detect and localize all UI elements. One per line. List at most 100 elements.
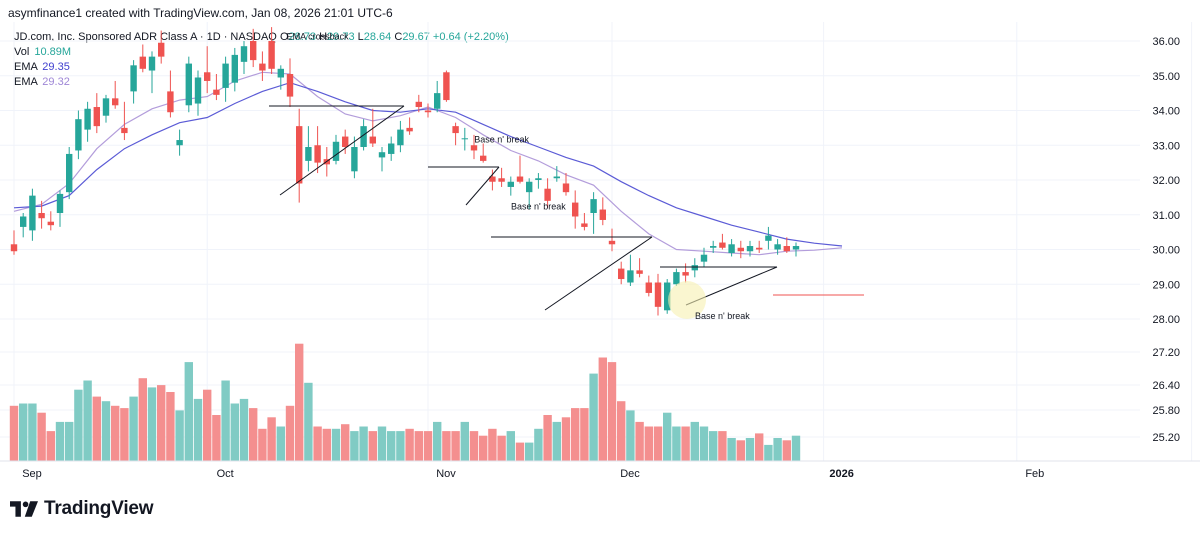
open-label: O [279, 31, 289, 43]
price-axis-label: 25.80 [1152, 405, 1180, 417]
candle-body [332, 141, 340, 161]
candle-body [75, 119, 82, 151]
legend-ema-slow-row[interactable]: EMA 29.32 [14, 75, 509, 90]
candle-body [185, 63, 192, 106]
volume-bar [55, 421, 65, 461]
symbol-name[interactable]: JD.com, Inc. Sponsored ADR Class A · 1D … [14, 31, 277, 43]
volume-bar [709, 431, 718, 461]
volume-bar [534, 428, 543, 461]
candle-body [93, 107, 100, 127]
time-axis-label: Oct [217, 468, 234, 480]
volume-bar [672, 426, 681, 461]
volume-bar [341, 424, 350, 461]
volume-bar [230, 403, 239, 461]
legend-volume-row[interactable]: Vol 10.89M [14, 45, 509, 60]
candle-body [489, 176, 496, 182]
candle-body [526, 181, 533, 193]
volume-bar [19, 403, 28, 461]
candle-body [20, 216, 27, 227]
candle-body [618, 268, 625, 280]
candle-body [84, 108, 91, 130]
volume-bar [727, 438, 736, 461]
volume-bar [626, 410, 635, 461]
candle-body [516, 176, 524, 182]
candle-body [277, 68, 284, 78]
volume-bar [423, 431, 433, 461]
candle-body [774, 244, 781, 250]
volume-bar [65, 421, 74, 461]
candle-body [691, 265, 698, 271]
chart-legend: JD.com, Inc. Sponsored ADR Class A · 1D … [14, 30, 509, 90]
candle-body [259, 63, 266, 71]
volume-bar [745, 438, 755, 461]
candle-body [553, 176, 560, 179]
low-value: 28.64 [363, 31, 392, 43]
volume-bar [598, 357, 607, 461]
volume-bar [304, 382, 313, 461]
volume-bar [359, 426, 368, 461]
annotation-label: Base n' break [474, 134, 529, 144]
candle-body [756, 247, 763, 250]
volume-bar [9, 405, 19, 461]
price-axis-label: 36.00 [1152, 36, 1180, 48]
volume-bar [239, 398, 249, 461]
volume-bar [506, 431, 515, 461]
ema-slow-value: 29.32 [42, 76, 70, 88]
candle-body [461, 138, 468, 140]
chart-author-header: asymfinance1 created with TradingView.co… [8, 6, 393, 20]
candle-body [268, 41, 275, 69]
volume-bar [138, 378, 147, 461]
time-axis-label: Dec [620, 468, 640, 480]
volume-bar [525, 442, 534, 461]
volume-bar [718, 431, 727, 461]
volume-bar [368, 431, 377, 461]
candle-body [507, 181, 514, 187]
candle-body [719, 242, 726, 248]
volume-bar [37, 412, 46, 461]
candle-body [673, 272, 680, 285]
ema-fast-value: 29.35 [42, 61, 70, 73]
time-axis-label: 2026 [829, 468, 853, 480]
candle-body [682, 272, 689, 276]
volume-bar [460, 421, 469, 461]
candle-body [47, 221, 54, 226]
volume-bar [681, 426, 690, 461]
price-chart[interactable]: EMA crossback Base n' break Base n' break B… [0, 22, 1200, 488]
volume-bar [285, 405, 295, 461]
volume-bar [607, 362, 617, 461]
volume-bar [129, 396, 138, 461]
volume-bar [28, 403, 37, 461]
candle-body [56, 193, 64, 214]
time-axis-label: Feb [1025, 468, 1044, 480]
volume-bar [147, 387, 157, 461]
volume-bar [561, 417, 571, 461]
candle-body [222, 63, 229, 88]
volume-bar [653, 426, 663, 461]
candle-body [608, 240, 616, 245]
volume-bar [350, 431, 359, 461]
candle-body [102, 98, 110, 116]
candle-body [728, 244, 735, 253]
volume-bar [755, 433, 764, 461]
low-label: L [357, 31, 364, 43]
volume-value: 10.89M [34, 46, 72, 58]
volume-bar [184, 362, 193, 461]
volume-bar [120, 408, 129, 461]
candle-body [452, 126, 459, 134]
candle-body [590, 199, 597, 214]
candle-body [286, 74, 294, 97]
tradingview-logo[interactable]: TradingView [10, 498, 154, 520]
candle-body [148, 56, 156, 71]
volume-bar [782, 440, 791, 461]
price-axis-label: 34.00 [1152, 106, 1180, 118]
candle-body [783, 246, 790, 252]
volume-bar [543, 415, 552, 461]
price-axis-label: 25.20 [1152, 432, 1180, 444]
legend-ema-fast-row[interactable]: EMA 29.35 [14, 60, 509, 75]
candle-body [470, 145, 478, 151]
close-label: C [394, 31, 403, 43]
price-axis-label: 31.00 [1152, 210, 1180, 222]
change-value: +0.64 (+2.20%) [432, 31, 509, 43]
drawn-trendline [465, 166, 500, 206]
candle-body [535, 178, 542, 180]
